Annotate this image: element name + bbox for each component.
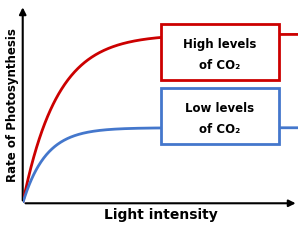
- Y-axis label: Rate of Photosynthesis: Rate of Photosynthesis: [5, 28, 19, 181]
- FancyBboxPatch shape: [161, 25, 279, 81]
- Text: Low levels: Low levels: [185, 101, 254, 114]
- Text: High levels: High levels: [183, 38, 257, 51]
- X-axis label: Light intensity: Light intensity: [104, 207, 217, 222]
- FancyBboxPatch shape: [161, 89, 279, 144]
- Text: of CO₂: of CO₂: [199, 59, 240, 72]
- Text: of CO₂: of CO₂: [199, 122, 240, 135]
